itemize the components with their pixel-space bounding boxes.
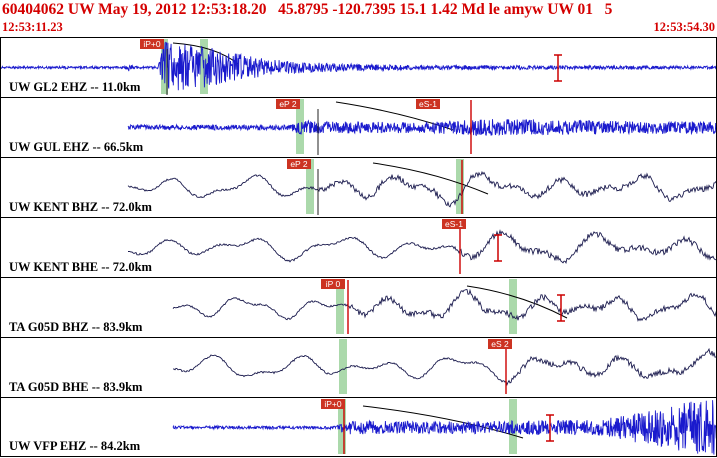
svg-text:eS-1: eS-1 [445, 219, 463, 229]
station-label: UW KENT BHE -- 72.0km [7, 259, 154, 274]
pick-flag[interactable]: eS 2 [488, 339, 512, 349]
pick-flag[interactable]: iP+0 [321, 399, 345, 409]
station-label: UW GUL EHZ -- 66.5km [7, 139, 146, 154]
station-label: TA G05D BHZ -- 83.9km [7, 319, 145, 334]
trace-canvas[interactable]: eS 2 [1, 338, 716, 396]
station-label: UW VFP EHZ -- 84.2km [7, 438, 143, 453]
waveform [127, 119, 716, 137]
station-label: TA G05D BHE -- 83.9km [7, 379, 145, 394]
window-end-time: 12:53:54.30 [653, 20, 715, 34]
coda-decay-curve [362, 405, 524, 439]
trace-panel-kent-bhz[interactable]: eP 2 UW KENT BHZ -- 72.0km [0, 157, 717, 217]
coda-tick[interactable] [494, 234, 502, 262]
trace-panel-g05d-bhz[interactable]: iP 0 TA G05D BHZ -- 83.9km [0, 277, 717, 337]
predicted-arrival-band[interactable] [306, 159, 314, 214]
trace-stack: iP+0 UW GL2 EHZ -- 11.0km eP 2 eS-1 UW GUL E… [0, 37, 717, 457]
svg-text:eS 2: eS 2 [491, 339, 509, 349]
trace-canvas[interactable]: eP 2 [1, 158, 716, 216]
time-axis-row: 12:53:11.23 12:53:54.30 [2, 20, 715, 36]
waveform [127, 170, 716, 208]
predicted-arrival-band[interactable] [509, 399, 517, 454]
svg-text:iP+0: iP+0 [143, 39, 161, 49]
trace-canvas[interactable]: iP+0 [1, 38, 716, 96]
station-label: UW KENT BHZ -- 72.0km [7, 199, 154, 214]
waveform [128, 229, 716, 264]
pick-flag[interactable]: eP 2 [287, 159, 311, 169]
trace-canvas[interactable]: iP 0 [1, 278, 716, 336]
svg-text:eP 2: eP 2 [279, 99, 297, 109]
waveform [172, 347, 716, 387]
predicted-arrival-band[interactable] [509, 279, 517, 334]
svg-text:iP+0: iP+0 [324, 399, 342, 409]
trace-canvas[interactable]: eP 2 eS-1 [1, 98, 716, 156]
waveform [172, 400, 716, 455]
trace-panel-vfp-ehz[interactable]: iP+0 UW VFP EHZ -- 84.2km [0, 397, 717, 457]
predicted-arrival-band[interactable] [456, 159, 464, 214]
trace-canvas[interactable]: eS-1 [1, 218, 716, 276]
window-start-time: 12:53:11.23 [2, 20, 63, 34]
coda-tick[interactable] [557, 294, 565, 322]
pick-flag[interactable]: eP 2 [276, 99, 300, 109]
waveform [172, 288, 716, 322]
coda-decay-curve [372, 162, 489, 195]
predicted-arrival-band[interactable] [338, 399, 346, 454]
station-label: UW GL2 EHZ -- 11.0km [7, 79, 143, 94]
trace-panel-gl2-ehz[interactable]: iP+0 UW GL2 EHZ -- 11.0km [0, 37, 717, 97]
coda-tick[interactable] [546, 414, 554, 442]
trace-panel-gul-ehz[interactable]: eP 2 eS-1 UW GUL EHZ -- 66.5km [0, 97, 717, 157]
pick-flag[interactable]: eS-1 [442, 219, 466, 229]
trace-canvas[interactable]: iP+0 [1, 398, 716, 456]
pick-flag[interactable]: iP+0 [140, 39, 164, 49]
predicted-arrival-band[interactable] [336, 279, 344, 334]
predicted-arrival-band[interactable] [339, 339, 347, 394]
coda-decay-curve [466, 285, 568, 319]
trace-panel-kent-bhe[interactable]: eS-1 UW KENT BHE -- 72.0km [0, 217, 717, 277]
pick-flag[interactable]: iP 0 [321, 279, 345, 289]
svg-text:eP 2: eP 2 [290, 159, 308, 169]
svg-text:eS-1: eS-1 [419, 99, 437, 109]
coda-tick[interactable] [554, 54, 562, 82]
svg-text:iP 0: iP 0 [326, 279, 341, 289]
waveform [1, 41, 716, 91]
event-summary-line: 60404062 UW May 19, 2012 12:53:18.20 45.… [2, 1, 613, 18]
predicted-arrival-band[interactable] [296, 99, 304, 154]
pick-flag[interactable]: eS-1 [416, 99, 440, 109]
trace-panel-g05d-bhe[interactable]: eS 2 TA G05D BHE -- 83.9km [0, 337, 717, 397]
